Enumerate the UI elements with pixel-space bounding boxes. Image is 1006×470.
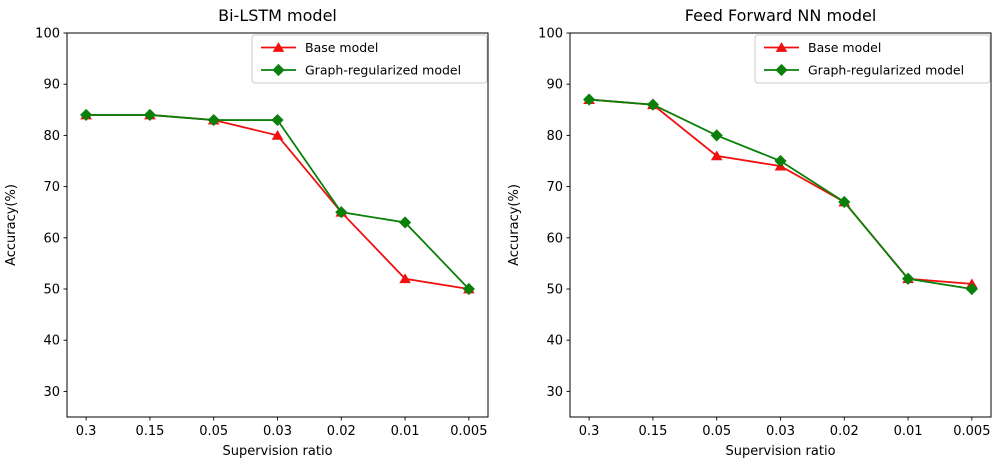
- y-tick-label: 30: [546, 385, 563, 400]
- y-tick-label: 100: [538, 27, 563, 42]
- x-tick-label: 0.05: [199, 424, 228, 439]
- y-tick-label: 60: [43, 231, 60, 246]
- diamond-marker: [965, 282, 978, 296]
- y-tick-label: 40: [546, 334, 563, 349]
- legend-box: [251, 34, 488, 84]
- x-axis-label: Supervision ratio: [725, 444, 835, 459]
- diamond-marker: [901, 272, 915, 285]
- x-axis: 0.3 0.15 0.05 0.03 0.02 0.01 0.005: [76, 417, 487, 439]
- x-tick-label: 0.15: [638, 424, 667, 439]
- series-diamond: [80, 108, 475, 296]
- y-tick-label: 40: [43, 334, 60, 349]
- legend-diamond-marker: [775, 63, 788, 77]
- x-tick-label: 0.3: [76, 424, 97, 439]
- y-tick-label: 60: [546, 231, 563, 246]
- y-tick-label: 30: [43, 385, 60, 400]
- x-tick-label: 0.005: [953, 424, 990, 439]
- diamond-marker: [838, 195, 851, 209]
- diamond-marker: [398, 216, 412, 229]
- legend-triangle-marker: [775, 42, 788, 52]
- diamond-marker: [462, 282, 475, 296]
- x-tick-label: 0.03: [766, 424, 795, 439]
- x-axis-label: Supervision ratio: [222, 444, 332, 459]
- y-tick-label: 50: [43, 283, 60, 298]
- x-tick-label: 0.15: [135, 424, 164, 439]
- y-tick-label: 90: [546, 78, 563, 93]
- y-axis: 100 90 80 70 60 50 40 30: [538, 27, 570, 400]
- chart-title: Bi-LSTM model: [218, 6, 337, 25]
- y-tick-label: 50: [546, 283, 563, 298]
- chart-title: Feed Forward NN model: [685, 6, 877, 25]
- diamond-marker: [774, 154, 787, 168]
- legend-label: Graph-regularized model: [808, 63, 964, 78]
- legend-label: Base model: [305, 40, 378, 55]
- y-tick-label: 100: [35, 27, 60, 42]
- triangle-marker: [710, 150, 723, 161]
- chart-bilstm: Bi-LSTM model 100 90 80 70 60 50 40 30 0.3 0.15 0.0…: [4, 6, 489, 459]
- feedforward-svg: Feed Forward NN model 100 90 80 70 60 50 40 30 0.…: [503, 0, 1006, 470]
- y-axis-label: Accuracy(%): [4, 184, 19, 266]
- diamond-marker: [271, 113, 284, 127]
- legend-label: Graph-regularized model: [305, 63, 461, 78]
- x-tick-label: 0.03: [263, 424, 292, 439]
- diamond-marker: [646, 98, 660, 111]
- y-tick-label: 70: [546, 180, 563, 195]
- legend: Base model Graph-regularized model: [251, 34, 488, 84]
- legend-box: [754, 34, 991, 84]
- y-tick-label: 80: [546, 129, 563, 144]
- y-axis-label: Accuracy(%): [507, 184, 522, 266]
- x-tick-label: 0.01: [894, 424, 923, 439]
- diamond-marker: [207, 113, 220, 127]
- bilstm-svg: Bi-LSTM model 100 90 80 70 60 50 40 30 0.3 0.15 0.0…: [4, 6, 489, 459]
- y-tick-label: 90: [43, 78, 60, 93]
- legend-triangle-marker: [272, 42, 285, 52]
- x-tick-label: 0.02: [327, 424, 356, 439]
- axes-spines: [66, 32, 489, 418]
- axes-spines: [569, 32, 992, 418]
- chart-feedforward: Feed Forward NN model 100 90 80 70 60 50 40 30 0.…: [503, 0, 1006, 470]
- triangle-marker: [399, 273, 411, 284]
- y-axis: 100 90 80 70 60 50 40 30: [35, 27, 67, 400]
- series-diamond: [583, 93, 978, 296]
- legend-label: Base model: [808, 40, 881, 55]
- legend-diamond-marker: [272, 63, 285, 77]
- diamond-marker: [335, 206, 348, 219]
- x-tick-label: 0.005: [450, 424, 487, 439]
- x-tick-label: 0.01: [391, 424, 420, 439]
- x-tick-label: 0.3: [579, 424, 600, 439]
- x-axis: 0.3 0.15 0.05 0.03 0.02 0.01 0.005: [579, 417, 990, 439]
- diamond-marker: [583, 93, 596, 106]
- y-tick-label: 80: [43, 129, 60, 144]
- diamond-marker: [143, 108, 157, 122]
- triangle-marker: [271, 130, 284, 140]
- x-tick-label: 0.02: [830, 424, 859, 439]
- x-tick-label: 0.05: [702, 424, 731, 439]
- legend: Base model Graph-regularized model: [754, 34, 991, 84]
- diamond-marker: [80, 108, 93, 122]
- y-tick-label: 70: [43, 180, 60, 195]
